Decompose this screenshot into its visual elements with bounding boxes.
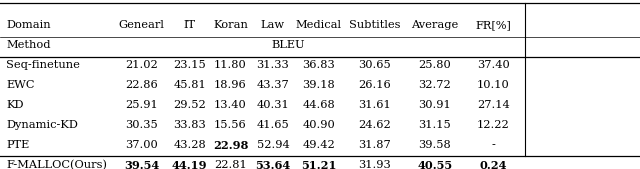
Text: Domain: Domain xyxy=(6,20,51,30)
Text: 31.61: 31.61 xyxy=(358,100,391,110)
Text: Subtitles: Subtitles xyxy=(349,20,401,30)
Text: 30.35: 30.35 xyxy=(125,120,158,130)
Text: FR[%]: FR[%] xyxy=(476,20,511,30)
Text: 39.54: 39.54 xyxy=(124,160,159,169)
Text: 27.14: 27.14 xyxy=(477,100,510,110)
Text: EWC: EWC xyxy=(6,80,35,90)
Text: Dynamic-KD: Dynamic-KD xyxy=(6,120,78,130)
Text: 31.33: 31.33 xyxy=(257,60,289,70)
Text: 30.91: 30.91 xyxy=(419,100,451,110)
Text: Law: Law xyxy=(261,20,285,30)
Text: 13.40: 13.40 xyxy=(214,100,247,110)
Text: 43.37: 43.37 xyxy=(257,80,289,90)
Text: 51.21: 51.21 xyxy=(301,160,337,169)
Text: 32.72: 32.72 xyxy=(419,80,451,90)
Text: 44.19: 44.19 xyxy=(172,160,207,169)
Text: 41.65: 41.65 xyxy=(257,120,289,130)
Text: -: - xyxy=(492,140,495,150)
Text: Method: Method xyxy=(6,40,51,50)
Text: 40.31: 40.31 xyxy=(257,100,289,110)
Text: 24.62: 24.62 xyxy=(358,120,391,130)
Text: 11.80: 11.80 xyxy=(214,60,247,70)
Text: 25.91: 25.91 xyxy=(125,100,158,110)
Text: IT: IT xyxy=(184,20,196,30)
Text: 39.18: 39.18 xyxy=(302,80,335,90)
Text: 52.94: 52.94 xyxy=(257,140,289,150)
Text: 18.96: 18.96 xyxy=(214,80,247,90)
Text: 37.40: 37.40 xyxy=(477,60,510,70)
Text: 40.55: 40.55 xyxy=(417,160,452,169)
Text: 23.15: 23.15 xyxy=(173,60,206,70)
Text: 25.80: 25.80 xyxy=(419,60,451,70)
Text: 0.24: 0.24 xyxy=(480,160,507,169)
Text: 31.15: 31.15 xyxy=(419,120,451,130)
Text: 26.16: 26.16 xyxy=(358,80,391,90)
Text: 30.65: 30.65 xyxy=(358,60,391,70)
Text: 22.86: 22.86 xyxy=(125,80,158,90)
Text: 45.81: 45.81 xyxy=(173,80,206,90)
Text: 37.00: 37.00 xyxy=(125,140,158,150)
Text: BLEU: BLEU xyxy=(271,40,305,50)
Text: 40.90: 40.90 xyxy=(302,120,335,130)
Text: 31.87: 31.87 xyxy=(358,140,391,150)
Text: KD: KD xyxy=(6,100,24,110)
Text: Seq-finetune: Seq-finetune xyxy=(6,60,80,70)
Text: 22.98: 22.98 xyxy=(212,140,248,151)
Text: 39.58: 39.58 xyxy=(419,140,451,150)
Text: 44.68: 44.68 xyxy=(302,100,335,110)
Text: PTE: PTE xyxy=(6,140,29,150)
Text: 53.64: 53.64 xyxy=(255,160,291,169)
Text: Genearl: Genearl xyxy=(119,20,164,30)
Text: 21.02: 21.02 xyxy=(125,60,158,70)
Text: 22.81: 22.81 xyxy=(214,160,247,169)
Text: Average: Average xyxy=(412,20,458,30)
Text: 15.56: 15.56 xyxy=(214,120,247,130)
Text: F-MALLOC(Ours): F-MALLOC(Ours) xyxy=(6,160,108,169)
Text: 29.52: 29.52 xyxy=(173,100,206,110)
Text: 10.10: 10.10 xyxy=(477,80,510,90)
Text: 36.83: 36.83 xyxy=(302,60,335,70)
Text: 43.28: 43.28 xyxy=(173,140,206,150)
Text: 49.42: 49.42 xyxy=(302,140,335,150)
Text: 31.93: 31.93 xyxy=(358,160,391,169)
Text: Koran: Koran xyxy=(213,20,248,30)
Text: 33.83: 33.83 xyxy=(173,120,206,130)
Text: Medical: Medical xyxy=(296,20,342,30)
Text: 12.22: 12.22 xyxy=(477,120,510,130)
